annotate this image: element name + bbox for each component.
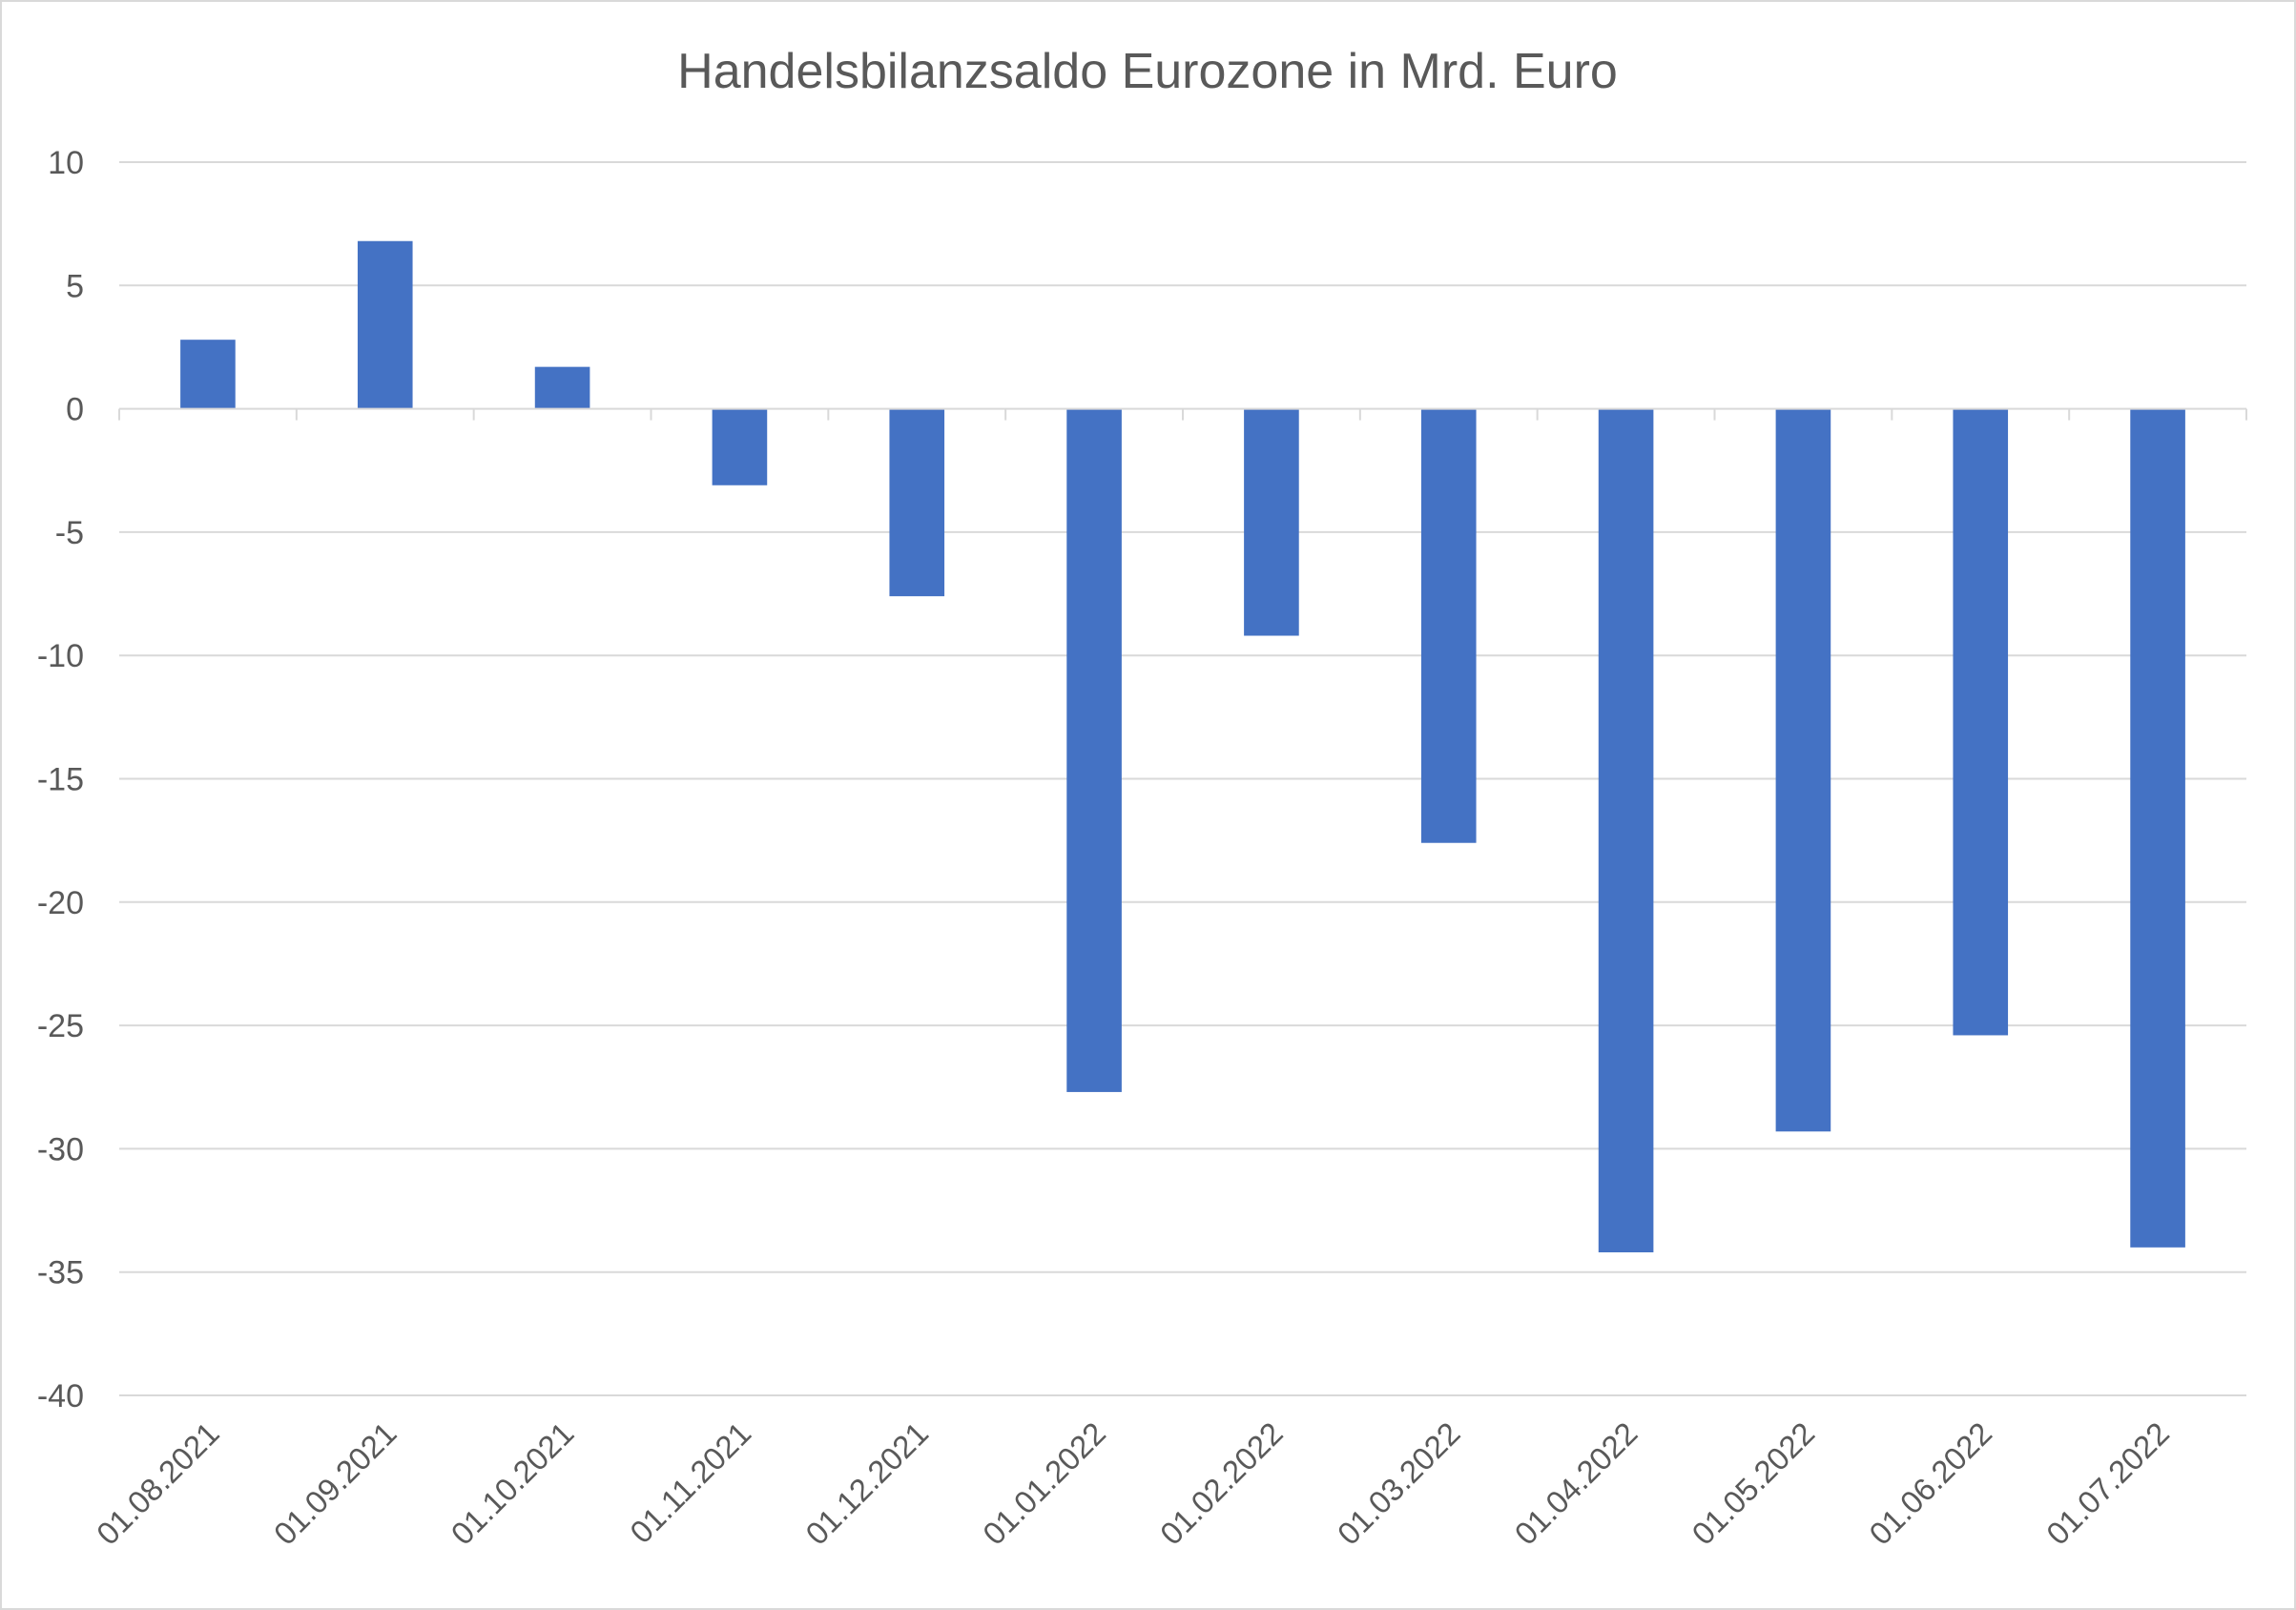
bar xyxy=(357,240,413,409)
y-tick-label: -40 xyxy=(37,1378,84,1414)
bar xyxy=(1775,408,1831,1132)
bar xyxy=(534,366,590,409)
chart-title: Handelsbilanzsaldo Eurozone in Mrd. Euro xyxy=(677,44,1618,99)
y-tick-label: -30 xyxy=(37,1131,84,1167)
bar xyxy=(1244,408,1299,636)
bar xyxy=(180,340,236,409)
y-tick-label: -25 xyxy=(37,1008,84,1044)
bar xyxy=(1598,408,1654,1253)
y-tick-label: -5 xyxy=(55,515,84,551)
y-tick-label: -15 xyxy=(37,762,84,798)
bar xyxy=(889,408,945,597)
y-tick-label: -20 xyxy=(37,885,84,921)
gridlines xyxy=(119,161,2246,1396)
bars xyxy=(180,240,2185,1253)
y-tick-label: 5 xyxy=(66,268,84,304)
y-tick-label: 0 xyxy=(66,392,84,428)
y-tick-label: 10 xyxy=(48,145,84,181)
y-tick-labels: 10 5 0 -5 -10 -15 -20 -25 -30 -35 -40 xyxy=(37,145,84,1414)
x-axis xyxy=(118,407,2247,421)
bar xyxy=(1953,408,2009,1036)
bar xyxy=(712,408,768,485)
y-tick-label: -10 xyxy=(37,638,84,674)
bar xyxy=(1066,408,1122,1092)
bar xyxy=(1420,408,1477,843)
bar xyxy=(2130,408,2185,1248)
y-tick-label: -35 xyxy=(37,1255,84,1291)
